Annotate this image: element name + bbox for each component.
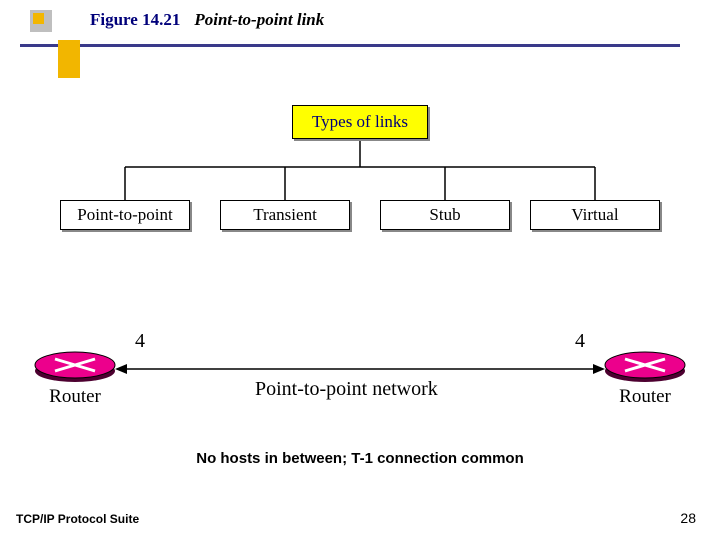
router-icon xyxy=(603,350,687,380)
figure-number: Figure 14.21 xyxy=(90,10,180,29)
link-label: Point-to-point network xyxy=(255,378,438,401)
router-icon xyxy=(33,350,117,380)
point-to-point-diagram: Router 4 Router 4 Point-to-point network xyxy=(20,330,700,440)
tree-child-transient: Transient xyxy=(220,200,350,230)
slide-caption: No hosts in between; T-1 connection comm… xyxy=(0,450,720,467)
figure-title-line: Figure 14.21 Point-to-point link xyxy=(90,10,324,30)
tree-child-virtual: Virtual xyxy=(530,200,660,230)
footer-source: TCP/IP Protocol Suite xyxy=(16,512,139,526)
right-router-label: Router xyxy=(590,386,700,408)
tree-child-stub: Stub xyxy=(380,200,510,230)
figure-title: Point-to-point link xyxy=(194,10,324,29)
right-metric: 4 xyxy=(575,330,585,353)
page-number: 28 xyxy=(680,510,696,526)
header-accent xyxy=(58,40,80,78)
header-underline xyxy=(20,44,680,47)
left-router: Router xyxy=(20,350,130,408)
link-types-tree: Types of links Point-to-point Transient … xyxy=(60,105,660,245)
tree-root: Types of links xyxy=(292,105,428,139)
left-router-label: Router xyxy=(20,386,130,408)
bullet-icon xyxy=(30,10,52,32)
link-arrow xyxy=(115,362,605,376)
slide-header: Figure 14.21 Point-to-point link xyxy=(20,10,700,70)
left-metric: 4 xyxy=(135,330,145,353)
right-router: Router xyxy=(590,350,700,408)
tree-child-point-to-point: Point-to-point xyxy=(60,200,190,230)
